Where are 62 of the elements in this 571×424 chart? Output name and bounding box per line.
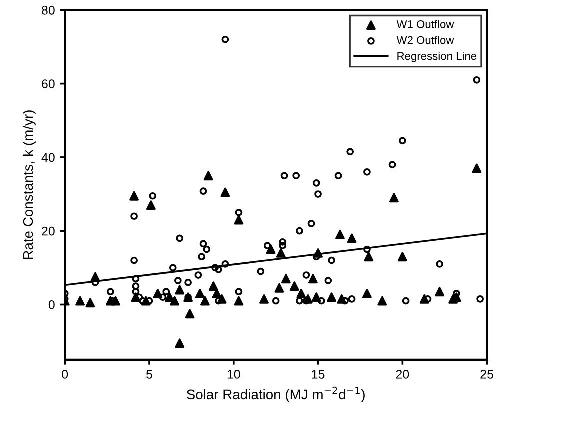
point [303,294,313,304]
point [234,215,244,225]
x-tick-label: 0 [62,370,68,379]
point [234,296,244,306]
point [141,296,151,306]
point [131,292,141,302]
point [362,288,372,298]
point [420,294,430,304]
y-tick-label: 40 [42,153,55,162]
point [195,288,205,298]
point [204,171,214,181]
point [290,282,300,292]
point [435,287,445,297]
point [296,288,306,298]
x-tick-label: 25 [480,370,494,379]
point [217,294,227,304]
point [111,296,120,306]
point [472,164,482,174]
point [153,288,163,298]
point [220,188,230,198]
point [312,292,322,302]
point [185,309,195,319]
x-tick-label: 5 [146,370,152,379]
point [276,248,286,258]
point [76,296,85,306]
legend-label: Regression Line [398,52,477,62]
point [212,288,222,298]
point [378,296,388,306]
point [281,274,291,284]
point [336,230,345,240]
point [266,244,276,254]
point [165,292,174,302]
point [260,294,269,304]
point [175,285,185,295]
point [146,200,156,210]
legend-label: W1 Outflow [396,20,454,28]
point [347,234,357,244]
legend-label: W2 Outflow [396,36,454,44]
point [314,248,323,258]
y-tick-label: 60 [42,80,55,88]
y-tick-label: 80 [42,6,55,15]
point [90,272,100,282]
point [308,274,318,284]
point [364,252,374,262]
x-tick-label: 10 [228,370,240,379]
point [170,296,180,306]
y-axis-title: Rate Constants, k (m/yr) [22,110,36,260]
x-tick-label: 20 [396,370,410,379]
point [86,298,96,308]
point [274,283,284,293]
point [200,296,210,306]
point [208,282,218,292]
point [390,193,399,203]
y-tick-label: 0 [48,300,55,310]
y-tick-label: 20 [42,226,55,236]
point [130,191,140,201]
point [175,338,185,348]
point [337,294,347,304]
x-tick-label: 15 [312,370,325,379]
point [327,292,336,302]
point [398,252,408,262]
x-axis-title: Solar Radiation (MJ m$^{−2}$d$^{−1}$) [186,386,365,402]
